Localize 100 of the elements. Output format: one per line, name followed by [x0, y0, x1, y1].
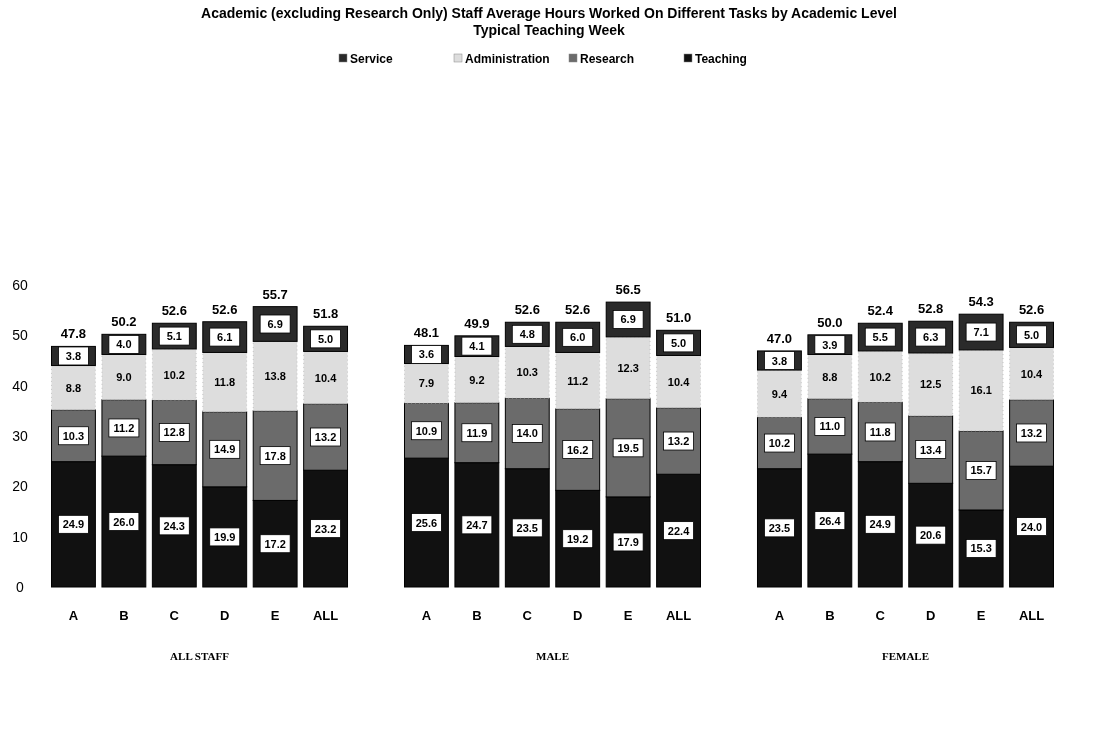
chart-title: Academic (excluding Research Only) Staff Average Hours Worked On Different Tasks by Academic Level: [201, 5, 897, 21]
bar: [958, 349, 1004, 432]
bar: [858, 350, 903, 403]
data-label: 11.0: [819, 420, 841, 433]
x-tick-label: B: [825, 608, 835, 623]
data-label: 19.5: [617, 441, 639, 454]
data-label: 11.8: [214, 376, 236, 389]
bar: [605, 336, 651, 400]
x-tick-label: E: [976, 608, 986, 623]
data-label: 19.2: [567, 532, 589, 545]
data-label: 5.5: [872, 331, 888, 344]
data-label: 10.9: [415, 424, 438, 437]
data-label: 23.5: [516, 521, 538, 534]
y-tick-label: 50: [12, 327, 28, 344]
legend-label: Administration: [465, 52, 550, 66]
data-label: 24.3: [163, 519, 186, 532]
data-label: 24.9: [869, 518, 891, 531]
x-tick-label: A: [774, 608, 785, 623]
data-label: 10.2: [163, 368, 186, 381]
data-label: 19.9: [214, 530, 236, 543]
bar: [202, 352, 247, 413]
y-tick-label: 40: [12, 377, 28, 394]
data-label: 8.8: [65, 381, 82, 394]
data-label: 6.9: [267, 318, 283, 331]
x-tick-label: D: [220, 608, 230, 623]
total-label: 49.9: [464, 315, 490, 331]
bar: [908, 352, 953, 417]
total-label: 48.1: [413, 325, 440, 341]
data-label: 10.3: [62, 429, 85, 442]
x-tick-label: A: [421, 608, 432, 623]
y-tick-label: 60: [12, 277, 28, 293]
total-label: 51.0: [665, 310, 692, 326]
x-tick-label: E: [623, 608, 633, 623]
data-label: 12.3: [617, 361, 639, 374]
data-label: 7.9: [418, 377, 435, 390]
data-label: 10.2: [768, 437, 791, 450]
data-label: 10.3: [516, 366, 538, 379]
text: FEMALE: [881, 650, 930, 662]
data-label: 4.8: [519, 328, 535, 341]
total-label: 50.2: [111, 314, 137, 330]
data-label: 12.5: [919, 378, 942, 391]
data-label: 24.7: [466, 518, 488, 531]
data-label: 4.1: [469, 340, 485, 353]
legend-label: Teaching: [695, 52, 747, 66]
data-label: 16.1: [970, 384, 992, 397]
x-tick-label: A: [68, 608, 79, 623]
total-label: 47.0: [766, 330, 793, 346]
total-label: 52.6: [212, 301, 238, 317]
data-label: 23.2: [314, 522, 337, 535]
chart-subtitle: Typical Teaching Week: [473, 22, 626, 38]
data-label: 13.8: [264, 370, 286, 383]
data-label: 7.1: [973, 326, 989, 339]
x-tick-label: D: [573, 608, 583, 623]
total-label: 52.6: [514, 302, 540, 318]
data-label: 5.0: [317, 332, 334, 345]
bar: [252, 341, 298, 412]
x-tick-label: D: [926, 608, 936, 623]
data-label: 17.8: [264, 449, 286, 462]
data-label: 3.6: [418, 348, 435, 361]
data-label: 10.2: [869, 370, 891, 383]
total-label: 47.8: [60, 326, 87, 342]
data-label: 5.0: [670, 336, 687, 349]
data-label: 11.2: [113, 421, 135, 434]
x-tick-label: ALL: [312, 608, 339, 623]
total-label: 52.4: [867, 303, 894, 319]
y-tick-label: 30: [12, 428, 28, 444]
total-label: 52.6: [161, 303, 187, 319]
total-label: 51.8: [312, 306, 339, 322]
data-label: 10.4: [667, 375, 691, 388]
data-label: 13.4: [919, 443, 943, 456]
total-label: 52.8: [918, 301, 944, 317]
data-label: 17.2: [264, 537, 286, 550]
data-label: 13.2: [667, 435, 690, 448]
data-label: 11.9: [466, 426, 488, 439]
x-tick-label: C: [169, 608, 180, 623]
data-label: 6.3: [923, 331, 939, 344]
legend-label: Service: [350, 52, 394, 66]
x-tick-label: ALL: [665, 608, 692, 623]
data-label: 6.1: [217, 331, 233, 344]
data-label: 8.8: [822, 370, 838, 383]
y-tick-label: 0: [16, 579, 25, 595]
data-label: 17.9: [617, 535, 639, 548]
data-label: 5.0: [1023, 328, 1040, 341]
x-tick-label: B: [119, 608, 129, 623]
data-label: 9.2: [469, 373, 485, 386]
x-tick-label: C: [522, 608, 533, 623]
text: MALE: [536, 650, 569, 662]
data-label: 13.2: [1020, 426, 1043, 439]
data-label: 10.4: [314, 371, 338, 384]
total-label: 50.0: [817, 314, 843, 330]
x-tick-label: B: [472, 608, 482, 623]
y-tick-label: 20: [12, 478, 28, 495]
data-label: 16.2: [567, 443, 589, 456]
data-label: 14.0: [516, 427, 538, 440]
data-label: 11.2: [567, 374, 589, 387]
x-tick-label: C: [875, 608, 886, 623]
data-label: 11.8: [869, 425, 891, 438]
x-tick-label: ALL: [1018, 608, 1045, 623]
bar: [555, 352, 600, 410]
data-label: 26.4: [819, 514, 842, 527]
